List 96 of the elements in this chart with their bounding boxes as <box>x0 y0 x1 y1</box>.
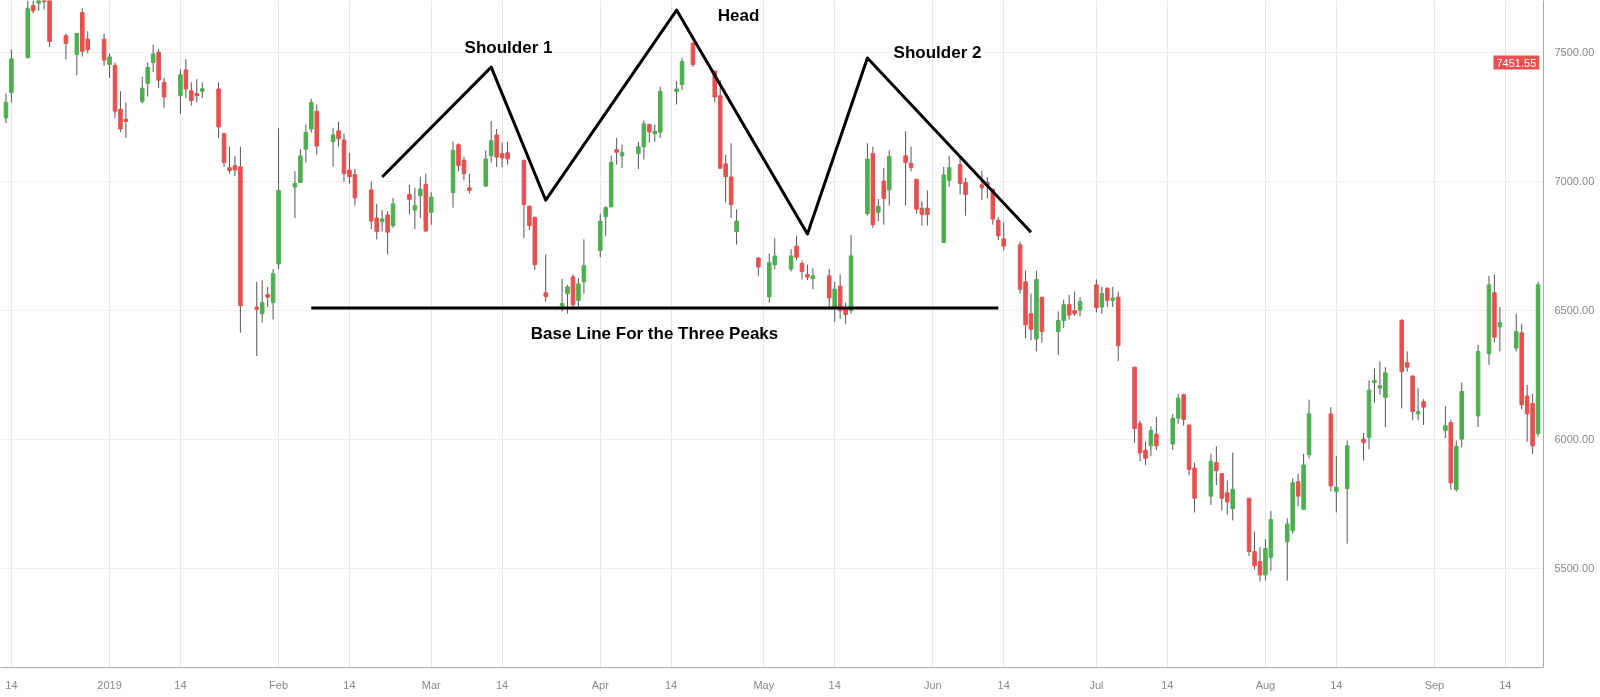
candlestick <box>1110 286 1116 308</box>
candlestick <box>407 184 412 215</box>
candlestick <box>543 253 548 303</box>
candlestick <box>336 121 341 148</box>
x-tick-label: 2019 <box>97 678 122 691</box>
candlestick <box>996 216 1001 241</box>
candlestick <box>385 210 390 255</box>
candlestick <box>832 281 837 323</box>
candlestick <box>881 167 887 226</box>
candlestick <box>488 120 494 164</box>
candlestick <box>788 248 794 272</box>
candlestick <box>1077 296 1083 317</box>
annotation: Shoulder 2 <box>893 43 982 62</box>
candlestick <box>139 76 145 104</box>
x-tick-label: 14 <box>343 678 356 691</box>
candlestick <box>150 44 156 73</box>
candlestick <box>1415 387 1421 421</box>
candlestick <box>379 209 385 232</box>
candlestick <box>1334 455 1339 513</box>
candlestick <box>1295 473 1301 507</box>
x-tick-label: 14 <box>5 678 18 691</box>
candlestick <box>1105 286 1110 308</box>
x-tick-label: Aug <box>1255 678 1276 691</box>
candlestick <box>903 130 908 207</box>
candlestick <box>330 127 336 168</box>
x-tick-label: Mar <box>421 678 442 691</box>
candlestick <box>412 187 418 230</box>
candlestick <box>794 235 799 261</box>
x-tick-label: 14 <box>665 678 678 691</box>
candlestick <box>161 77 167 109</box>
x-tick-label: Jun <box>923 678 942 691</box>
y-tick-label: 6000.00 <box>1554 433 1595 446</box>
x-tick-label: 14 <box>1161 678 1174 691</box>
candlestick <box>390 197 396 229</box>
candlestick <box>183 58 189 99</box>
candlestick <box>303 124 309 164</box>
candlestick <box>826 268 832 310</box>
y-tick-label: 5500.00 <box>1554 562 1595 575</box>
candlestick <box>1230 452 1235 521</box>
line-series <box>380 8 1033 236</box>
candlestick <box>428 191 434 226</box>
candlestick <box>467 173 472 194</box>
candlestick <box>265 286 270 308</box>
x-tick-label: Jul <box>1089 678 1104 691</box>
y-tick-label: 7500.00 <box>1554 46 1595 59</box>
candlestick <box>734 208 739 246</box>
candlestick <box>178 68 183 115</box>
annotation: Base Line For the Three Peaks <box>530 324 779 343</box>
candlestick <box>1001 221 1006 252</box>
x-tick-label: 14 <box>495 678 509 691</box>
x-tick-label: Apr <box>591 678 610 691</box>
candlestick <box>145 61 150 97</box>
x-tick-label: May <box>753 678 775 691</box>
candlestick <box>1214 445 1219 486</box>
candlestick <box>1361 432 1366 462</box>
x-tick-label: Sep <box>1424 678 1445 691</box>
candlestick <box>292 170 298 219</box>
candlestick <box>1372 367 1377 404</box>
x-tick-label: Feb <box>269 678 289 691</box>
candlestick <box>1148 425 1154 457</box>
candlestick <box>674 80 679 105</box>
candlestick <box>1421 398 1426 426</box>
x-tick-label: 14 <box>174 678 187 691</box>
candlestick <box>254 281 260 357</box>
candlestick <box>979 170 985 201</box>
candlestick <box>1154 416 1159 451</box>
candlestick <box>756 256 761 277</box>
candlestick <box>74 33 80 76</box>
y-tick-label: 6500.00 <box>1554 304 1595 317</box>
x-tick-label: 14 <box>828 678 841 691</box>
candlestick <box>1099 286 1105 315</box>
annotation: Shoulder 1 <box>464 38 553 57</box>
candlestick <box>614 137 619 166</box>
candlestick <box>1443 405 1448 439</box>
candlestick <box>259 279 265 324</box>
x-tick-label: 14 <box>1499 678 1512 691</box>
candlestick <box>565 284 570 315</box>
candlestick <box>876 198 881 222</box>
candlestick <box>63 33 69 60</box>
candlestick <box>101 33 107 67</box>
candlestick <box>799 259 805 280</box>
x-tick-label: 14 <box>1330 678 1343 691</box>
candlestick <box>1497 306 1503 352</box>
candlestick <box>1513 313 1519 352</box>
candlestick <box>418 176 423 219</box>
candlestick <box>559 278 565 312</box>
candlestick <box>581 238 587 295</box>
candlestick <box>107 52 112 79</box>
annotation: Head <box>717 6 760 25</box>
annotation: 7451.55 <box>1496 56 1537 69</box>
y-tick-label: 7000.00 <box>1554 175 1595 188</box>
x-tick-label: 14 <box>997 678 1010 691</box>
candlestick <box>576 277 581 309</box>
candlestick <box>1094 278 1099 313</box>
candlestick <box>810 267 816 290</box>
candlestick <box>3 92 9 124</box>
